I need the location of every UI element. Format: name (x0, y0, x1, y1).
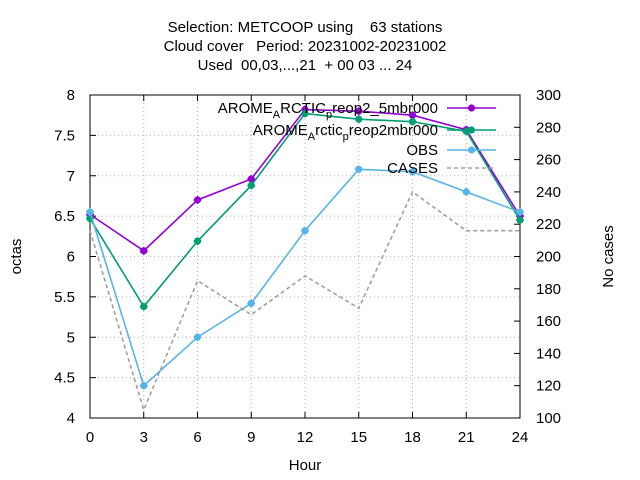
series-line-1 (89, 112, 521, 308)
y-tick-label: 7 (67, 168, 75, 185)
x-tick-label: 15 (350, 429, 367, 446)
title-line: Selection: METCOOP using 63 stations (168, 19, 443, 36)
legend-label-part: rctic (315, 122, 343, 139)
y2-tick-label: 200 (536, 249, 561, 266)
legend-label-part: AROME (253, 122, 308, 139)
legend-label-part: A (308, 131, 316, 143)
legend-marker-2 (467, 146, 476, 154)
y2-tick-label: 100 (536, 410, 561, 427)
y2-tick-label: 260 (536, 152, 561, 169)
y2-tick-label: 180 (536, 281, 561, 298)
title-line: Used 00,03,...,21 + 00 03 ... 24 (198, 57, 413, 74)
legend-label-3: CASES (387, 160, 438, 177)
legend-label-2: OBS (406, 142, 438, 159)
title-line: Cloud cover Period: 20231002-20231002 (164, 38, 447, 55)
legend: AROMEARCTICpreop2_5mbr000AROMEArcticpreo… (218, 100, 496, 177)
x-tick-label: 12 (297, 429, 314, 446)
legend-label-part: RCTIC (280, 100, 326, 117)
y-tick-label: 5.5 (54, 289, 75, 306)
y-axis-label: octas (8, 239, 25, 275)
y2-tick-label: 120 (536, 378, 561, 395)
legend-label-part: p (343, 131, 349, 143)
x-tick-label: 24 (512, 429, 529, 446)
x-tick-label: 6 (193, 429, 201, 446)
legend-label-part: p (326, 109, 332, 121)
y-tick-label: 5 (67, 329, 75, 346)
y-tick-labels: 4 4.5 5 5.5 6 6.5 7 7.5 8 (54, 87, 75, 427)
x-tick-label: 21 (458, 429, 475, 446)
legend-label-1: AROMEArcticpreop2mbr000 (253, 122, 438, 143)
y-tick-label: 8 (67, 87, 75, 104)
x-tick-label: 9 (247, 429, 255, 446)
y-tick-label: 4.5 (54, 370, 75, 387)
y2-axis-label: No cases (600, 225, 617, 288)
y2-tick-label: 240 (536, 184, 561, 201)
y2-tick-label: 280 (536, 119, 561, 136)
y-tick-label: 6 (67, 249, 75, 266)
y-tick-label: 6.5 (54, 208, 75, 225)
grid-lines (90, 95, 520, 418)
series-lines (86, 105, 524, 413)
x-tick-label: 3 (140, 429, 148, 446)
legend-marker-1 (467, 126, 476, 134)
y2-tick-label: 160 (536, 313, 561, 330)
y2-tick-label: 300 (536, 87, 561, 104)
series-line-2 (89, 168, 521, 388)
x-tick-label: 18 (404, 429, 421, 446)
y-tick-label: 7.5 (54, 127, 75, 144)
legend-label-part: AROME (218, 100, 273, 117)
legend-label-part: reop2_5mbr000 (332, 100, 438, 117)
legend-label-part: A (273, 109, 281, 121)
chart-title: Selection: METCOOP using 63 stations Clou… (164, 19, 447, 74)
legend-label-part: reop2mbr000 (349, 122, 438, 139)
legend-label-0: AROMEARCTICpreop2_5mbr000 (218, 100, 438, 121)
y2-tick-labels: 100 120 140 160 180 200 220 240 260 280 300 (536, 87, 561, 427)
x-axis-label: Hour (289, 457, 322, 474)
legend-marker-0 (467, 104, 476, 112)
y-tick-label: 4 (67, 410, 75, 427)
series-line-3 (89, 190, 520, 413)
x-tick-labels: 0 3 6 9 12 15 18 21 24 (86, 429, 529, 446)
y2-tick-label: 140 (536, 345, 561, 362)
y2-tick-label: 220 (536, 216, 561, 233)
x-tick-label: 0 (86, 429, 94, 446)
